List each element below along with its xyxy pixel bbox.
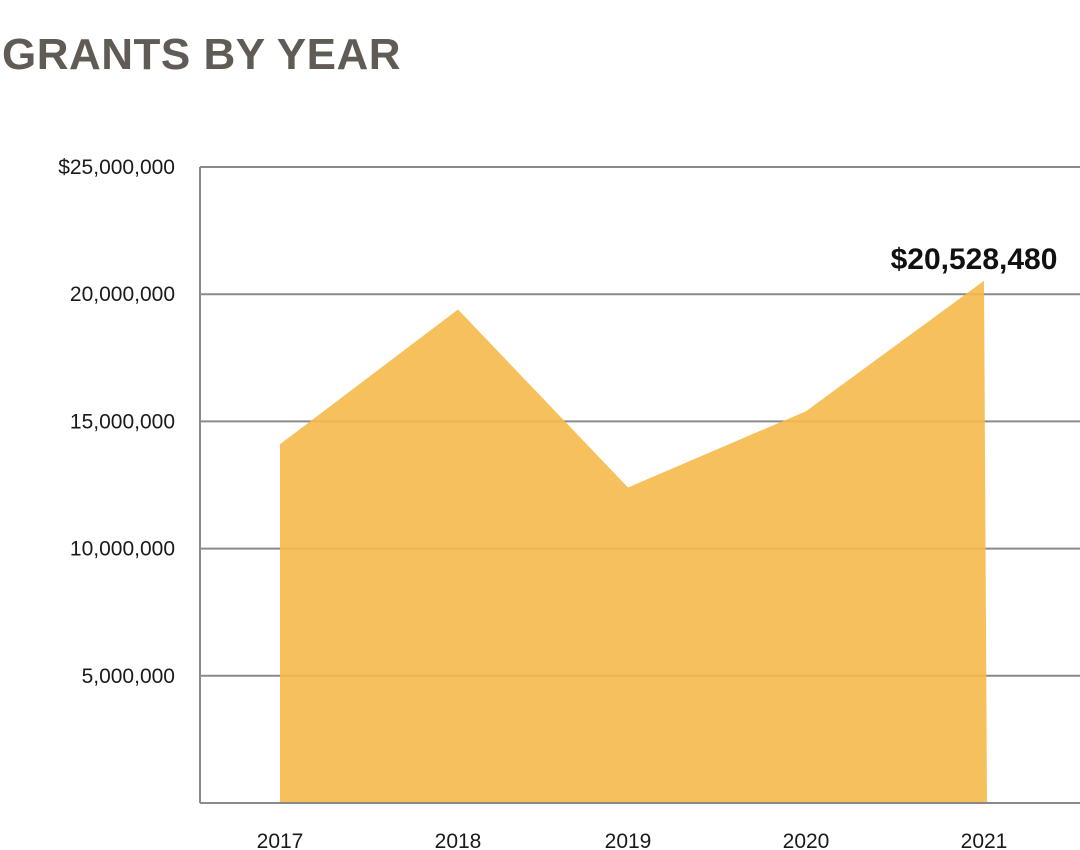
axes xyxy=(199,167,1080,804)
y-tick-label: $25,000,000 xyxy=(58,156,175,179)
y-tick-label: 20,000,000 xyxy=(70,283,175,306)
y-tick-label: 5,000,000 xyxy=(82,665,175,688)
x-axis-ticks: 2017 2018 2019 2020 2021 xyxy=(257,830,1008,850)
x-tick-label: 2018 xyxy=(435,830,482,850)
y-axis-ticks: 5,000,000 10,000,000 15,000,000 20,000,000 $… xyxy=(58,156,175,688)
y-tick-label: 10,000,000 xyxy=(70,538,175,561)
annotations: $20,528,480 xyxy=(891,243,1058,276)
x-tick-label: 2020 xyxy=(783,830,830,850)
area-shape xyxy=(280,280,987,803)
x-tick-label: 2017 xyxy=(257,830,304,850)
y-tick-label: 15,000,000 xyxy=(70,410,175,433)
area-series xyxy=(279,280,987,803)
chart-title: GRANTS BY YEAR xyxy=(2,30,402,79)
value-callout: $20,528,480 xyxy=(891,243,1058,276)
x-tick-label: 2019 xyxy=(605,830,652,850)
x-tick-label: 2021 xyxy=(961,830,1008,850)
